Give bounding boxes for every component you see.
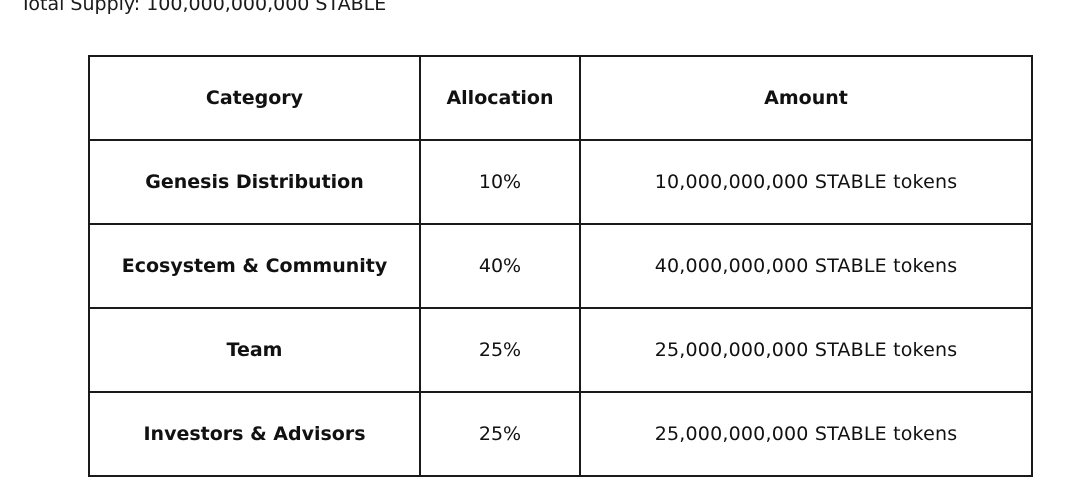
allocation-table: Category Allocation Amount Genesis Distr… [88,55,1033,477]
table-row: Ecosystem & Community 40% 40,000,000,000… [88,223,1033,309]
amount-cell: 10,000,000,000 STABLE tokens [579,139,1033,225]
category-cell: Team [88,307,421,393]
category-cell: Investors & Advisors [88,391,421,477]
table-row: Genesis Distribution 10% 10,000,000,000 … [88,139,1033,225]
allocation-cell: 25% [419,307,581,393]
header-amount: Amount [579,55,1033,141]
amount-cell: 40,000,000,000 STABLE tokens [579,223,1033,309]
table-header-row: Category Allocation Amount [88,55,1033,141]
header-allocation: Allocation [419,55,581,141]
table-row: Team 25% 25,000,000,000 STABLE tokens [88,307,1033,393]
allocation-cell: 40% [419,223,581,309]
category-cell: Ecosystem & Community [88,223,421,309]
total-supply-text: Total Supply: 100,000,000,000 STABLE [20,0,387,15]
allocation-cell: 10% [419,139,581,225]
table-row: Investors & Advisors 25% 25,000,000,000 … [88,391,1033,477]
header-category: Category [88,55,421,141]
category-cell: Genesis Distribution [88,139,421,225]
amount-cell: 25,000,000,000 STABLE tokens [579,391,1033,477]
allocation-cell: 25% [419,391,581,477]
amount-cell: 25,000,000,000 STABLE tokens [579,307,1033,393]
